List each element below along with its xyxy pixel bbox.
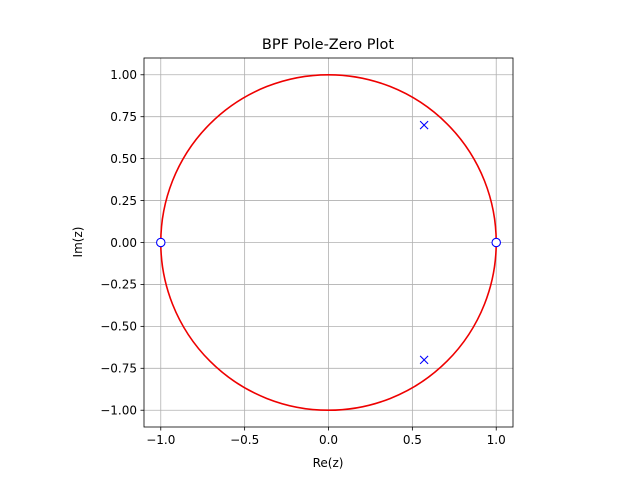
y-tick-label: 1.00 xyxy=(110,68,137,82)
grid xyxy=(144,58,513,427)
zero-marker xyxy=(491,237,501,248)
y-tick-label: −0.25 xyxy=(100,278,137,292)
y-tick-label: 0.75 xyxy=(110,110,137,124)
pole-marker xyxy=(419,355,429,365)
x-tick-label: 1.0 xyxy=(487,433,506,447)
y-tick-label: −1.00 xyxy=(100,404,137,418)
zero-marker xyxy=(156,237,166,248)
y-tick-label: −0.50 xyxy=(100,320,137,334)
y-tick-label: 0.00 xyxy=(110,236,137,250)
x-axis-label: Re(z) xyxy=(313,456,344,470)
y-tick-label: 0.25 xyxy=(110,194,137,208)
x-tick-label: 0.0 xyxy=(319,433,338,447)
pole-x-stroke xyxy=(419,355,429,365)
x-tick-label: −0.5 xyxy=(230,433,259,447)
y-tick-label: −0.75 xyxy=(100,362,137,376)
chart-title: BPF Pole-Zero Plot xyxy=(262,37,395,53)
y-tick-label: 0.50 xyxy=(110,152,137,166)
pole-marker xyxy=(419,120,429,130)
markers-layer xyxy=(156,120,501,365)
x-tick-label: −1.0 xyxy=(146,433,175,447)
y-axis-label: Im(z) xyxy=(71,227,85,258)
pole-x-stroke xyxy=(419,120,429,130)
x-tick-label: 0.5 xyxy=(403,433,422,447)
ticks-layer: −1.0 −0.5 0.0 0.5 1.0 −1.00 −0.75 −0.50 −0.25 0.0… xyxy=(100,68,506,447)
